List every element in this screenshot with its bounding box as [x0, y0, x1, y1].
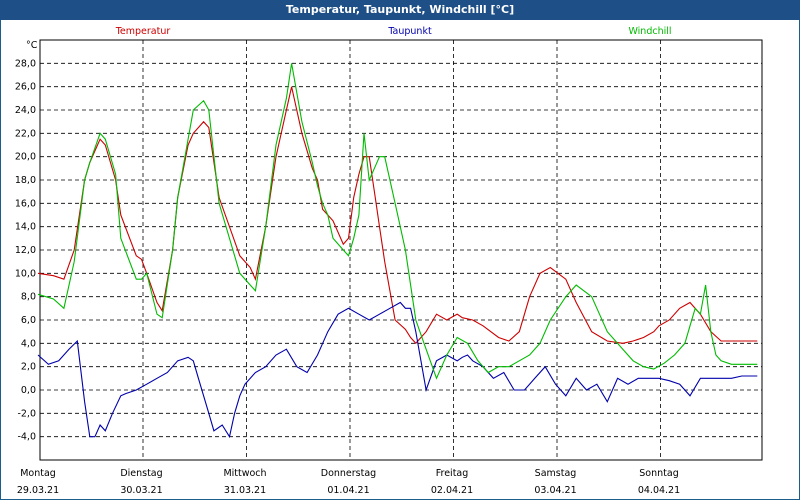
legend-temperatur: Temperatur	[115, 26, 171, 37]
x-tick-date: 04.04.21	[638, 485, 680, 496]
x-tick-date: 03.04.21	[534, 485, 576, 496]
x-tick-day: Mittwoch	[223, 468, 266, 479]
y-tick-label: 14,0	[15, 222, 36, 233]
y-tick-label: 4,0	[21, 338, 36, 349]
y-tick-label: 22,0	[15, 128, 36, 139]
y-tick-label: 10,0	[15, 268, 36, 279]
x-tick-day: Donnerstag	[321, 468, 376, 479]
y-tick-label: -2,0	[17, 408, 36, 419]
x-axis-ticks: Montag 29.03.21 Dienstag 30.03.21 Mittwoch 31…	[17, 468, 680, 496]
x-tick-date: 31.03.21	[224, 485, 266, 496]
grid	[40, 40, 762, 460]
y-tick-label: 26,0	[15, 82, 36, 93]
y-tick-label: 0,0	[21, 385, 36, 396]
legend: Temperatur Taupunkt Windchill	[115, 26, 672, 37]
x-tick-date: 02.04.21	[431, 485, 473, 496]
x-tick-day: Freitag	[436, 468, 469, 479]
x-tick-date: 01.04.21	[327, 485, 369, 496]
y-tick-label: 20,0	[15, 152, 36, 163]
x-tick-day: Dienstag	[120, 468, 162, 479]
y-tick-label: 8,0	[21, 292, 36, 303]
legend-taupunkt: Taupunkt	[387, 26, 432, 37]
series-line-windchill	[37, 63, 758, 380]
x-tick-day: Montag	[20, 468, 56, 479]
y-tick-label: 28,0	[15, 58, 36, 69]
y-tick-label: -4,0	[17, 432, 36, 443]
x-tick-date: 30.03.21	[120, 485, 162, 496]
y-tick-label: 2,0	[21, 362, 36, 373]
y-tick-label: 12,0	[15, 245, 36, 256]
y-axis-label: °C	[26, 40, 38, 51]
y-axis-ticks: 28,0 26,0 24,0 22,0 20,0 18,0 16,0 14,0 12,0 10,0…	[15, 58, 36, 442]
y-tick-label: 24,0	[15, 105, 36, 116]
y-tick-label: 18,0	[15, 175, 36, 186]
plot-area	[39, 39, 763, 461]
chart-title: Temperatur, Taupunkt, Windchill [°C]	[0, 0, 800, 20]
x-tick-day: Sonntag	[639, 468, 678, 479]
series-group	[37, 63, 758, 439]
legend-windchill: Windchill	[628, 26, 671, 37]
y-tick-label: 16,0	[15, 198, 36, 209]
y-tick-label: 6,0	[21, 315, 36, 326]
series-line-temperatur	[37, 86, 758, 345]
x-tick-date: 29.03.21	[17, 485, 59, 496]
x-tick-day: Samstag	[535, 468, 577, 479]
series-line-taupunkt	[37, 301, 758, 439]
